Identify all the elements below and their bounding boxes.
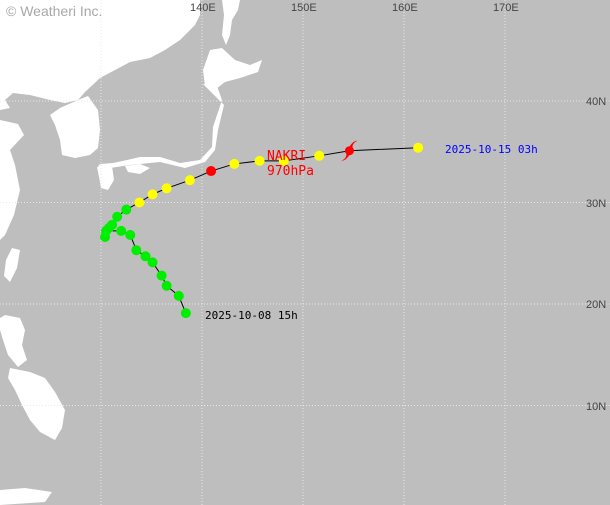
- land-korea: [50, 96, 100, 158]
- track-point-td: [180, 308, 191, 319]
- track-point-ts: [254, 155, 265, 166]
- track-point-td: [131, 245, 142, 256]
- copyright-watermark: © Weatheri Inc.: [6, 3, 103, 19]
- land-visayas-mindanao: [8, 368, 65, 440]
- storm-pressure-label: 970hPa: [267, 164, 314, 179]
- track-point-ts: [184, 175, 195, 186]
- lon-label: 140E: [190, 2, 216, 14]
- track-point-ts: [161, 183, 172, 194]
- landmasses: [0, 0, 262, 505]
- land-honshu: [97, 84, 224, 168]
- land-taiwan: [4, 248, 20, 282]
- track-end-time-label: 2025-10-15 03h: [445, 143, 538, 156]
- track-point-td: [107, 219, 118, 230]
- land-china-coast: [0, 120, 24, 240]
- track-point-ts: [314, 150, 325, 161]
- track-point-td: [156, 270, 167, 281]
- track-point-td: [112, 211, 123, 222]
- land-shikoku: [125, 164, 150, 174]
- track-point-td: [161, 280, 172, 291]
- land-luzon: [0, 315, 27, 367]
- track-line: [104, 147, 419, 314]
- track-point-td: [125, 229, 136, 240]
- track-point-ts: [147, 189, 158, 200]
- track-point-td: [173, 290, 184, 301]
- track-start-time-label: 2025-10-08 15h: [205, 309, 298, 322]
- lon-label: 160E: [392, 2, 418, 14]
- lat-label: 20N: [586, 299, 607, 311]
- track-point-ts: [413, 142, 424, 153]
- track-point-ts: [229, 158, 240, 169]
- land-asia-mainland: [0, 0, 200, 110]
- land-hokkaido: [203, 48, 262, 92]
- track-point-typhoon: [206, 166, 217, 177]
- track-point-td: [140, 251, 151, 262]
- lat-label: 30N: [586, 197, 607, 210]
- storm-track: [100, 140, 424, 319]
- lon-label: 170E: [493, 2, 519, 14]
- track-point-td: [121, 204, 132, 215]
- land-borneo-north: [0, 488, 52, 505]
- track-point-ts: [278, 155, 289, 166]
- track-point-td: [147, 257, 158, 268]
- track-point-td: [100, 232, 111, 243]
- track-point-td: [116, 225, 127, 236]
- typhoon-symbol-icon: [341, 140, 358, 161]
- land-sakhalin: [222, 0, 240, 45]
- land-kyushu: [97, 166, 114, 190]
- storm-name-label: NAKRI: [267, 149, 307, 164]
- lat-label: 40N: [586, 96, 607, 108]
- lon-label: 150E: [291, 2, 317, 14]
- lat-label: 10N: [586, 400, 607, 413]
- track-point-ts: [134, 197, 145, 208]
